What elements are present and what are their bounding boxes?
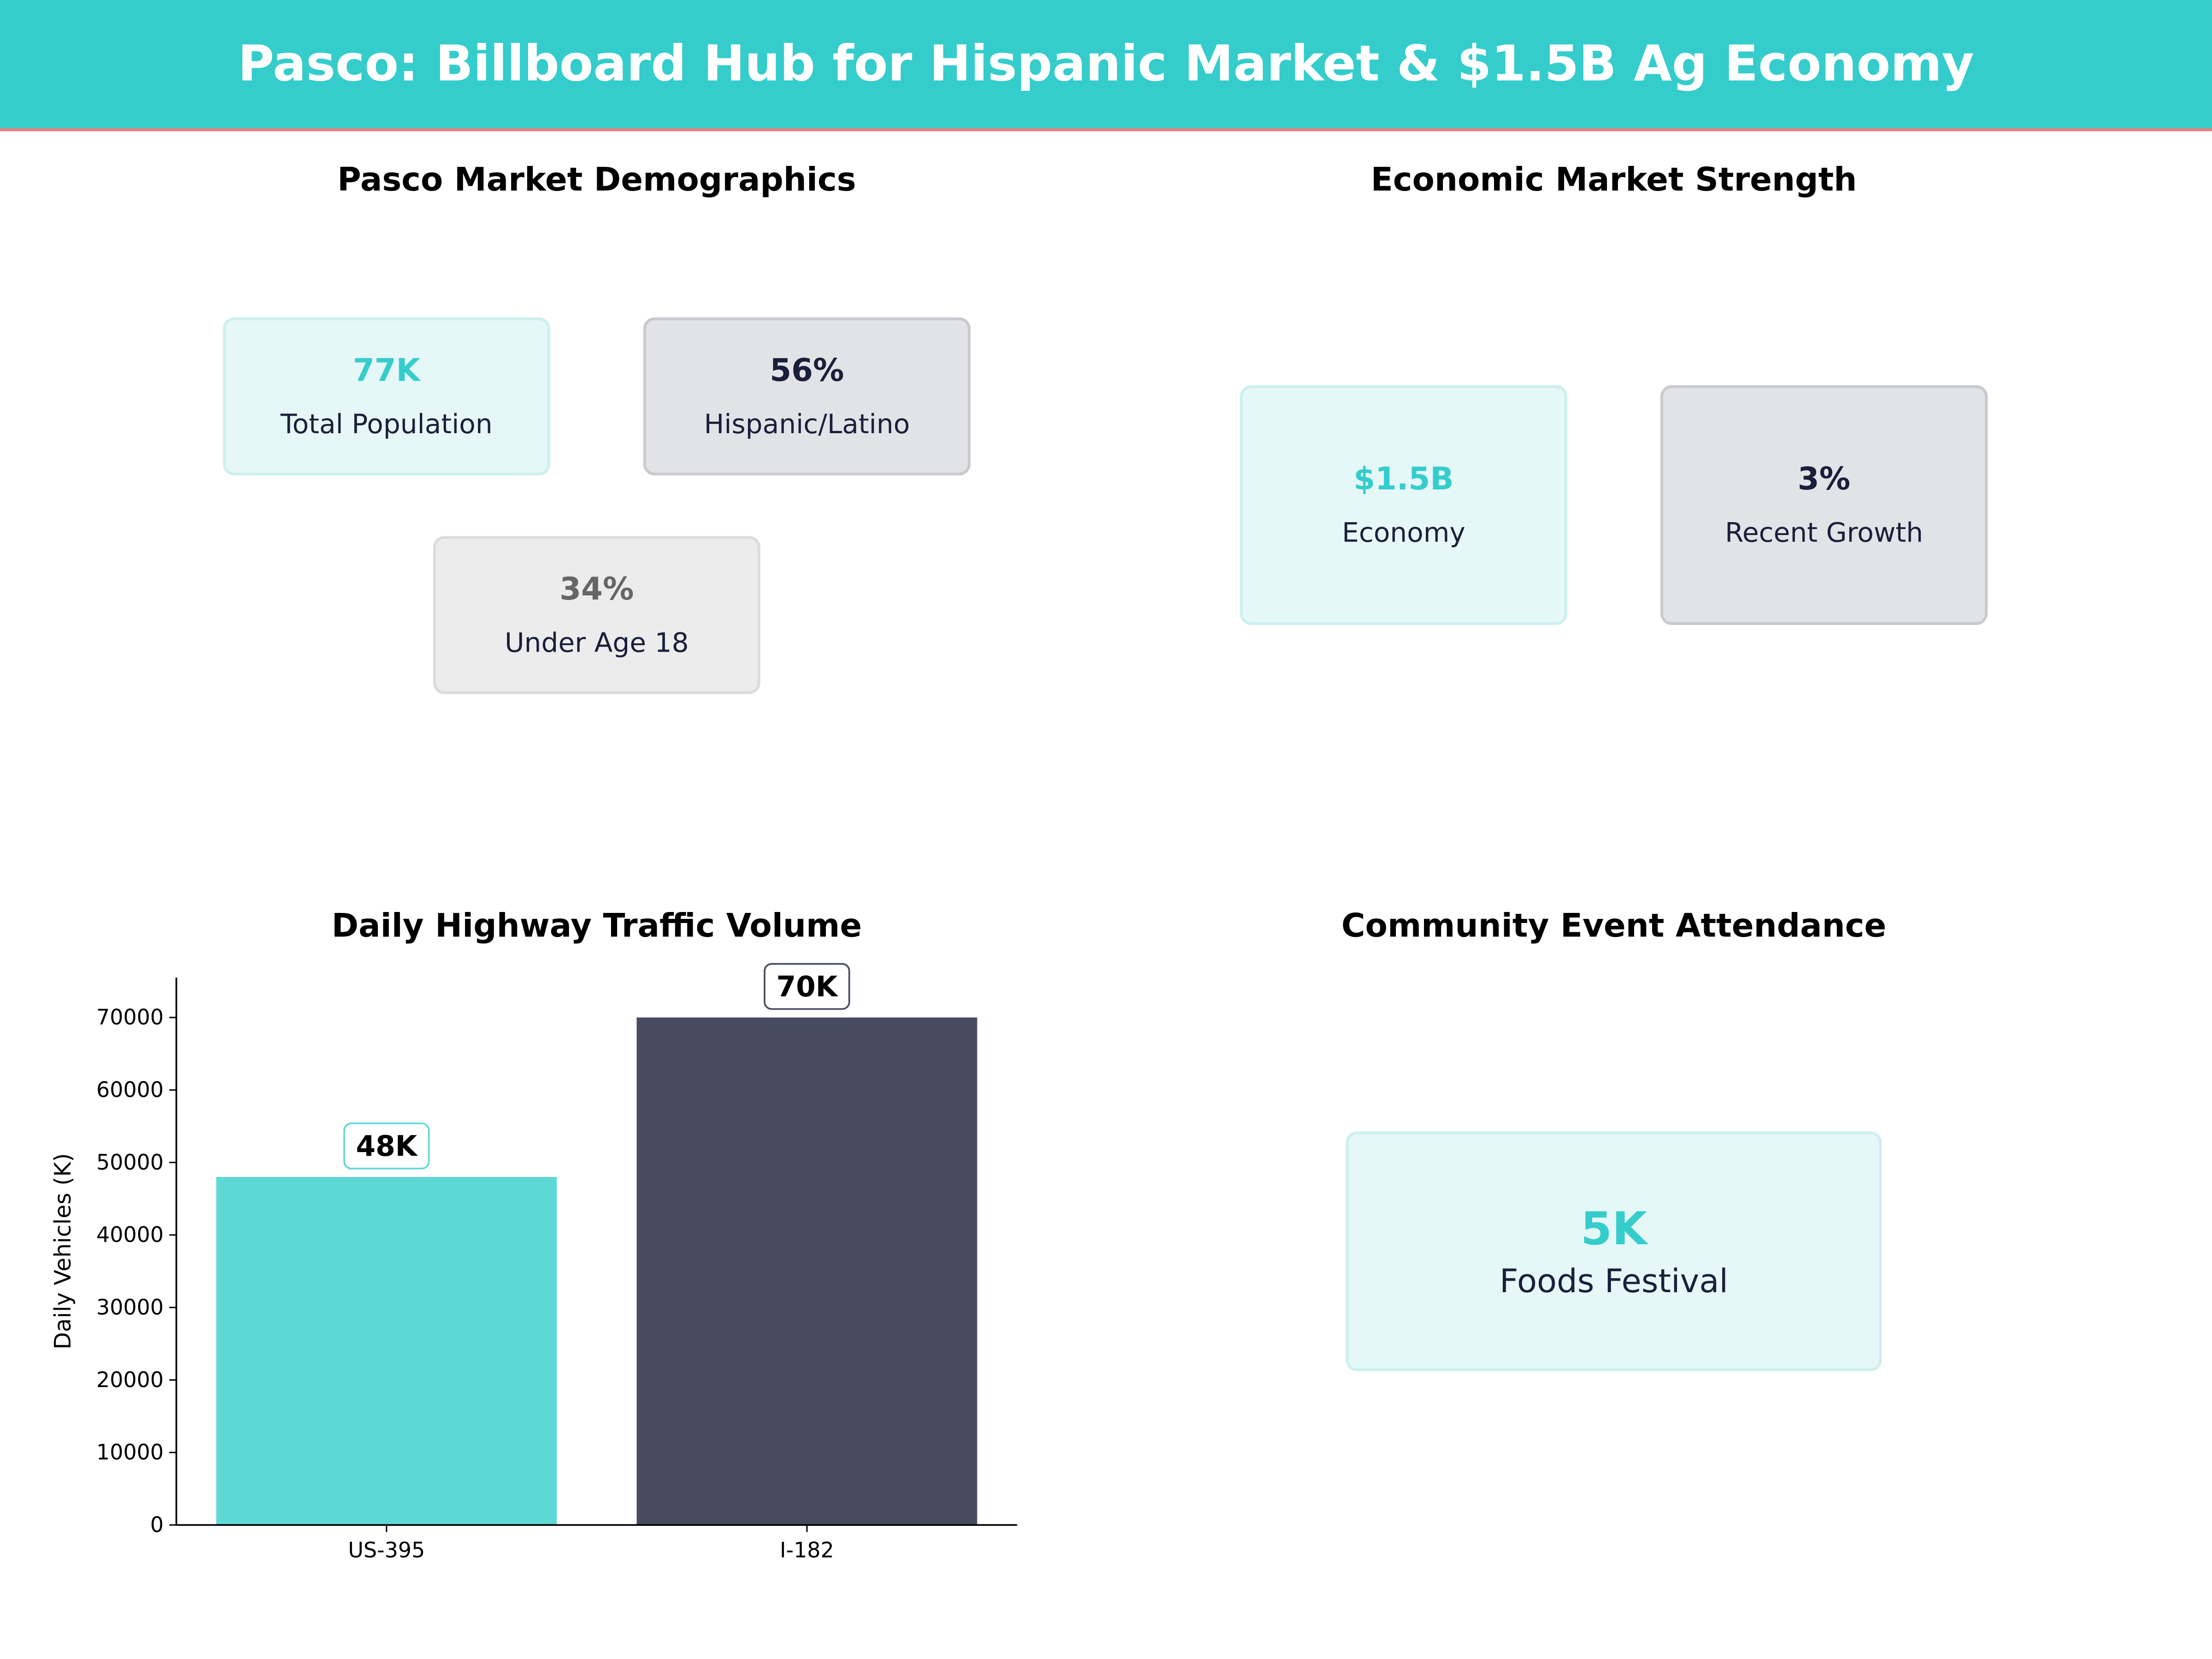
x-tick-label: US-395 [348, 1538, 425, 1563]
economy-title: Economic Market Strength [1371, 162, 1857, 199]
y-tick-label: 40000 [96, 1222, 164, 1247]
y-tick-label: 30000 [96, 1295, 164, 1320]
y-tick-label: 10000 [96, 1440, 164, 1465]
stat-value: 77K [353, 353, 420, 389]
stat-value: 56% [770, 353, 844, 389]
stat-value: 34% [559, 572, 634, 607]
stat-card-under-18: 34% Under Age 18 [433, 536, 760, 694]
stat-label: Foods Festival [1499, 1264, 1729, 1301]
y-tick-label: 50000 [96, 1150, 164, 1175]
stat-card-foods-festival: 5K Foods Festival [1346, 1131, 1882, 1371]
stat-value: 3% [1797, 462, 1851, 498]
page-title: Pasco: Billboard Hub for Hispanic Market… [238, 36, 1974, 93]
y-axis-label: Daily Vehicles (K) [50, 1153, 76, 1349]
y-tick-label: 70000 [96, 1005, 164, 1030]
stat-label: Economy [1341, 517, 1465, 548]
stat-label: Total Population [280, 408, 493, 440]
stat-card-economy: $1.5B Economy [1240, 385, 1567, 625]
stat-card-population: 77K Total Population [223, 317, 550, 476]
data-label: 48K [356, 1130, 418, 1163]
header-banner: Pasco: Billboard Hub for Hispanic Market… [0, 0, 2212, 131]
stat-value: $1.5B [1353, 462, 1454, 498]
stat-label: Hispanic/Latino [704, 408, 910, 440]
data-label: 70K [777, 971, 839, 1003]
y-tick-label: 20000 [96, 1367, 164, 1392]
stat-label: Recent Growth [1725, 517, 1924, 548]
x-tick-label: I-182 [780, 1538, 834, 1563]
events-title: Community Event Attendance [1341, 908, 1887, 946]
demographics-title: Pasco Market Demographics [337, 162, 856, 199]
stat-card-growth: 3% Recent Growth [1660, 385, 1988, 625]
data-label-box [343, 1122, 430, 1170]
stat-label: Under Age 18 [505, 627, 689, 659]
bar-I-182 [636, 1017, 977, 1525]
stat-card-hispanic: 56% Hispanic/Latino [643, 317, 971, 476]
traffic-bar-chart: 48K US-395 70K I-182 0 10000 20000 30000 40000 50… [50, 963, 1018, 1563]
bar-US-395 [216, 1177, 557, 1525]
y-tick-label: 0 [150, 1512, 164, 1537]
y-tick-label: 60000 [96, 1077, 164, 1102]
chart-title: Daily Highway Traffic Volume [331, 908, 862, 946]
stat-value: 5K [1580, 1202, 1647, 1256]
data-label-box [764, 963, 850, 1010]
